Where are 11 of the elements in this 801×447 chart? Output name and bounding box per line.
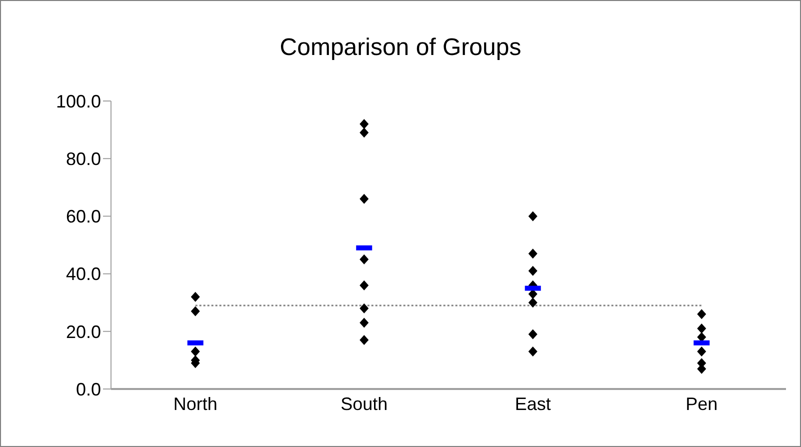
y-tick-label: 100.0 [56,91,101,112]
y-tick-label: 0.0 [76,379,101,400]
x-tick-label: South [340,394,388,414]
y-tick-label: 40.0 [66,264,101,284]
chart-title: Comparison of Groups [278,34,522,62]
x-tick-label: North [173,394,218,414]
x-tick-label: East [514,394,551,414]
x-tick-label: Pen [686,394,718,414]
y-tick-label: 80.0 [66,148,101,169]
y-tick-label: 20.0 [66,322,101,342]
y-tick-label: 60.0 [66,206,101,227]
